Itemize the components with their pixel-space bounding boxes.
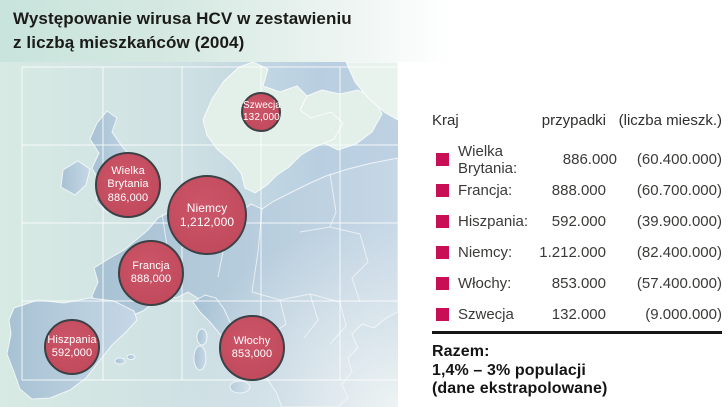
table-row: Niemcy: 1.212.000 (82.400.000) — [432, 237, 722, 268]
row-cases-value: 592.000 — [551, 213, 606, 230]
table-row: Wielka Brytania: 886.000 (60.400.000) — [432, 143, 722, 177]
map-bubble-hiszpania: Hiszpania 592,000 — [44, 319, 100, 375]
row-cases-value: 886.000 — [562, 151, 617, 168]
legend-square-icon — [436, 277, 449, 290]
table-row: Włochy: 853.000 (57.400.000) — [432, 268, 722, 299]
map-bubble-wielka-brytania: Wielka Brytania 886,000 — [95, 152, 161, 218]
bubble-label-line: 888,000 — [130, 273, 172, 285]
legend-square-icon — [436, 184, 449, 197]
table-row: Francja: 888.000 (60.700.000) — [432, 175, 722, 206]
summary-block: Razem: 1,4% – 3% populacji (dane ekstrap… — [432, 343, 722, 399]
bubble-label-line: Hiszpania — [47, 333, 97, 346]
row-country-label: Szwecja — [458, 306, 514, 323]
row-cases-value: 1.212.000 — [539, 244, 606, 261]
row-country-cell: Wielka Brytania: — [432, 143, 554, 177]
bubble-label-line: 132,000 — [243, 112, 280, 123]
map-bubble-niemcy: Niemcy 1,212,000 — [167, 175, 247, 255]
legend-square-icon — [436, 308, 449, 321]
page-title: Występowanie wirusa HCV w zestawieniu z … — [13, 7, 352, 55]
title-banner: Występowanie wirusa HCV w zestawieniu z … — [0, 0, 728, 62]
summary-divider — [432, 331, 722, 334]
row-country-label: Wielka Brytania: — [458, 142, 518, 177]
legend-square-icon — [436, 246, 449, 259]
summary-line-3: (dane ekstrapolowane) — [432, 380, 608, 397]
row-population-value: (60.400.000) — [636, 151, 722, 168]
bubble-label-line: Włochy — [233, 334, 271, 347]
row-country-cell: Szwecja — [432, 306, 536, 323]
legend-square-icon — [436, 215, 449, 228]
table-row: Szwecja 132.000 (9.000.000) — [432, 299, 722, 330]
bubble-layer: Szwecja 132,000 Wielka Brytania 886,000 Niemc… — [0, 62, 398, 407]
bubble-label-line: 853,000 — [231, 348, 273, 360]
map-bubble-szwecja: Szwecja 132,000 — [241, 92, 281, 132]
bubble-label-line: Szwecja — [243, 100, 281, 111]
row-country-cell: Hiszpania: — [432, 213, 536, 230]
row-population-value: (9.000.000) — [645, 306, 722, 323]
bubble-label-line: Brytania — [107, 178, 149, 191]
row-population-value: (39.900.000) — [636, 213, 722, 230]
bubble-label-line: Wielka — [111, 165, 145, 178]
row-cases-value: 853.000 — [551, 275, 606, 292]
row-country-cell: Niemcy: — [432, 244, 536, 261]
table-rows: Wielka Brytania: 886.000 (60.400.000) Fr… — [432, 143, 722, 330]
header-population: (liczba mieszk.) — [618, 112, 722, 129]
data-panel: Kraj przypadki (liczba mieszk.) Wielka B… — [432, 112, 722, 399]
summary-line-1: Razem: — [432, 343, 490, 360]
row-cases-value: 132.000 — [551, 306, 606, 323]
row-country-cell: Francja: — [432, 182, 536, 199]
row-country-cell: Włochy: — [432, 275, 536, 292]
row-population-value: (60.700.000) — [636, 182, 722, 199]
bubble-label-line: 1,212,000 — [179, 215, 235, 229]
table-header: Kraj przypadki (liczba mieszk.) — [432, 112, 722, 144]
row-population-value: (82.400.000) — [636, 244, 722, 261]
header-cases: przypadki — [541, 112, 606, 129]
bubble-label-line: 886,000 — [107, 191, 149, 204]
bubble-label-line: Niemcy — [186, 200, 228, 215]
row-country-label: Hiszpania: — [458, 213, 529, 230]
row-cases-value: 888.000 — [551, 182, 606, 199]
row-country-label: Niemcy: — [458, 244, 513, 261]
europe-bubble-map: Szwecja 132,000 Wielka Brytania 886,000 Niemc… — [0, 62, 398, 407]
header-country: Kraj — [432, 112, 459, 129]
map-bubble-francja: Francja 888,000 — [118, 240, 184, 306]
legend-square-icon — [436, 153, 449, 166]
row-population-value: (57.400.000) — [636, 275, 722, 292]
title-line-1: Występowanie wirusa HCV w zestawieniu — [13, 9, 352, 28]
row-country-label: Włochy: — [458, 275, 512, 292]
map-bubble-wlochy: Włochy 853,000 — [219, 315, 285, 381]
title-line-2: z liczbą mieszkańców (2004) — [13, 33, 245, 52]
bubble-label-line: Francja — [132, 259, 170, 272]
bubble-label-line: 592,000 — [51, 347, 93, 359]
table-row: Hiszpania: 592.000 (39.900.000) — [432, 206, 722, 237]
row-country-label: Francja: — [458, 182, 513, 199]
summary-line-2: 1,4% – 3% populacji — [432, 361, 586, 379]
